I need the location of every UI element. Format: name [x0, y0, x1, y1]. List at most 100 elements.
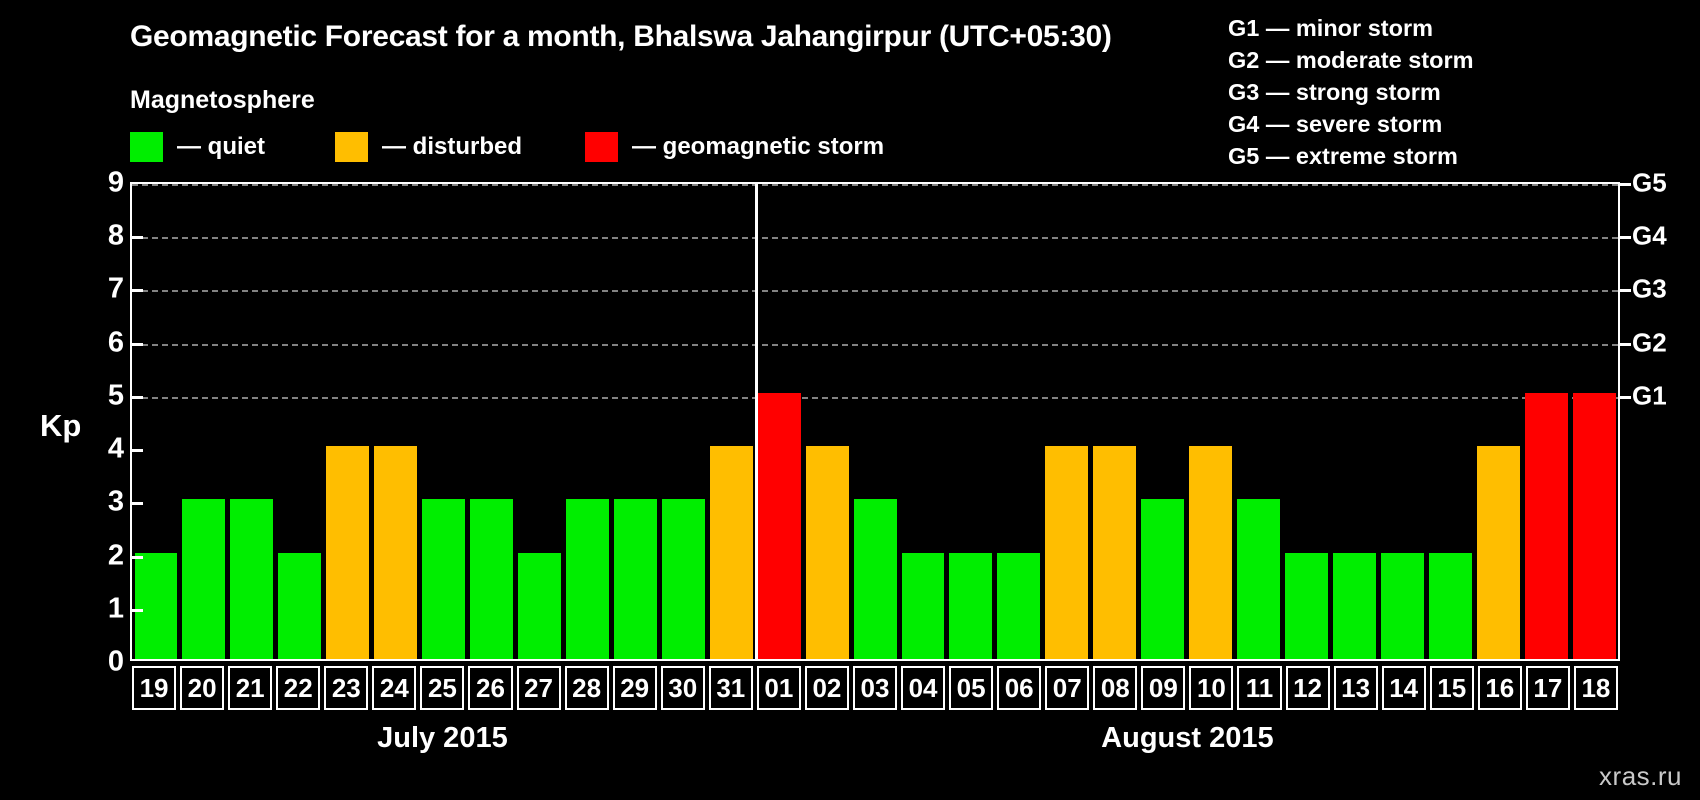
bar[interactable] — [1237, 499, 1280, 659]
bar[interactable] — [1380, 552, 1424, 659]
legend-item-disturbed[interactable]: — disturbed — [335, 131, 522, 163]
bar[interactable] — [422, 499, 466, 659]
day-label-11[interactable]: 11 — [1237, 666, 1282, 710]
y-tick-8: 8 — [107, 219, 124, 252]
day-label-27[interactable]: 27 — [516, 666, 561, 710]
bar-cell-24[interactable] — [372, 184, 420, 659]
day-label-06[interactable]: 06 — [997, 666, 1042, 710]
day-label-10[interactable]: 10 — [1189, 666, 1234, 710]
day-label-17[interactable]: 17 — [1525, 666, 1570, 710]
bar[interactable] — [901, 552, 945, 659]
bar[interactable] — [182, 499, 226, 659]
bar[interactable] — [1332, 552, 1376, 659]
bar-cell-02[interactable] — [803, 184, 851, 659]
bar-cell-06[interactable] — [995, 184, 1043, 659]
bar-cell-29[interactable] — [611, 184, 659, 659]
day-label-04[interactable]: 04 — [901, 666, 946, 710]
y-tick-mark-5 — [130, 395, 143, 399]
bar-cell-17[interactable] — [1522, 184, 1570, 659]
day-label-22[interactable]: 22 — [276, 666, 321, 710]
bar-cell-07[interactable] — [1043, 184, 1091, 659]
bar-cell-03[interactable] — [851, 184, 899, 659]
bar[interactable] — [326, 446, 370, 659]
bar-cell-25[interactable] — [420, 184, 468, 659]
bar[interactable] — [1045, 446, 1089, 659]
bar-cell-28[interactable] — [563, 184, 611, 659]
day-label-14[interactable]: 14 — [1381, 666, 1426, 710]
bar-cell-18[interactable] — [1570, 184, 1618, 659]
bar-cell-30[interactable] — [659, 184, 707, 659]
day-label-08[interactable]: 08 — [1093, 666, 1138, 710]
bar-cell-01[interactable] — [755, 184, 803, 659]
bar-cell-23[interactable] — [324, 184, 372, 659]
day-label-28[interactable]: 28 — [564, 666, 609, 710]
day-label-30[interactable]: 30 — [660, 666, 705, 710]
bar-cell-04[interactable] — [899, 184, 947, 659]
bar-cell-27[interactable] — [516, 184, 564, 659]
bar[interactable] — [853, 499, 897, 659]
day-label-03[interactable]: 03 — [852, 666, 897, 710]
bar-cell-15[interactable] — [1426, 184, 1474, 659]
day-label-09[interactable]: 09 — [1141, 666, 1186, 710]
day-label-25[interactable]: 25 — [420, 666, 465, 710]
bar[interactable] — [565, 499, 609, 659]
bar-cell-16[interactable] — [1474, 184, 1522, 659]
bar-cell-31[interactable] — [707, 184, 755, 659]
day-label-20[interactable]: 20 — [180, 666, 225, 710]
bar[interactable] — [1476, 446, 1520, 659]
day-label-12[interactable]: 12 — [1285, 666, 1330, 710]
bar-cell-22[interactable] — [276, 184, 324, 659]
bar-cell-26[interactable] — [468, 184, 516, 659]
bar[interactable] — [805, 446, 849, 659]
bar-cell-08[interactable] — [1091, 184, 1139, 659]
bar[interactable] — [1428, 552, 1472, 659]
day-label-31[interactable]: 31 — [708, 666, 753, 710]
bar[interactable] — [757, 392, 801, 659]
bar[interactable] — [278, 552, 322, 659]
bar[interactable] — [1285, 552, 1328, 659]
bar[interactable] — [613, 499, 657, 659]
bar[interactable] — [1524, 392, 1568, 659]
g-tick-mark-G5 — [1620, 183, 1631, 186]
bar-cell-11[interactable] — [1235, 184, 1283, 659]
bar-cell-14[interactable] — [1378, 184, 1426, 659]
day-label-23[interactable]: 23 — [324, 666, 369, 710]
bar[interactable] — [134, 552, 178, 659]
bar[interactable] — [470, 499, 513, 659]
bar-cell-10[interactable] — [1187, 184, 1235, 659]
bar-cell-20[interactable] — [180, 184, 228, 659]
day-label-18[interactable]: 18 — [1573, 666, 1618, 710]
bar[interactable] — [661, 499, 705, 659]
bar[interactable] — [1572, 392, 1616, 659]
legend-item-quiet[interactable]: — quiet — [130, 131, 265, 163]
day-label-13[interactable]: 13 — [1333, 666, 1378, 710]
bar-cell-09[interactable] — [1139, 184, 1187, 659]
bar-cell-13[interactable] — [1330, 184, 1378, 659]
day-label-24[interactable]: 24 — [372, 666, 417, 710]
bar[interactable] — [374, 446, 418, 659]
day-label-16[interactable]: 16 — [1477, 666, 1522, 710]
bar-cell-19[interactable] — [132, 184, 180, 659]
day-label-15[interactable]: 15 — [1429, 666, 1474, 710]
bar[interactable] — [230, 499, 274, 659]
day-label-21[interactable]: 21 — [228, 666, 273, 710]
bar-cell-21[interactable] — [228, 184, 276, 659]
day-label-19[interactable]: 19 — [132, 666, 177, 710]
bar[interactable] — [1189, 446, 1233, 659]
bar[interactable] — [518, 552, 561, 659]
bar[interactable] — [997, 552, 1041, 659]
day-label-29[interactable]: 29 — [612, 666, 657, 710]
bar[interactable] — [949, 552, 993, 659]
day-label-26[interactable]: 26 — [468, 666, 513, 710]
day-label-07[interactable]: 07 — [1045, 666, 1090, 710]
bar-cell-12[interactable] — [1283, 184, 1331, 659]
bar[interactable] — [709, 446, 753, 659]
magnetosphere-label: Magnetosphere — [130, 86, 315, 114]
day-label-02[interactable]: 02 — [804, 666, 849, 710]
day-label-01[interactable]: 01 — [756, 666, 801, 710]
day-label-05[interactable]: 05 — [949, 666, 994, 710]
bar-cell-05[interactable] — [947, 184, 995, 659]
bar[interactable] — [1093, 446, 1137, 659]
bar[interactable] — [1141, 499, 1185, 659]
legend-item-storm[interactable]: — geomagnetic storm — [585, 131, 884, 163]
